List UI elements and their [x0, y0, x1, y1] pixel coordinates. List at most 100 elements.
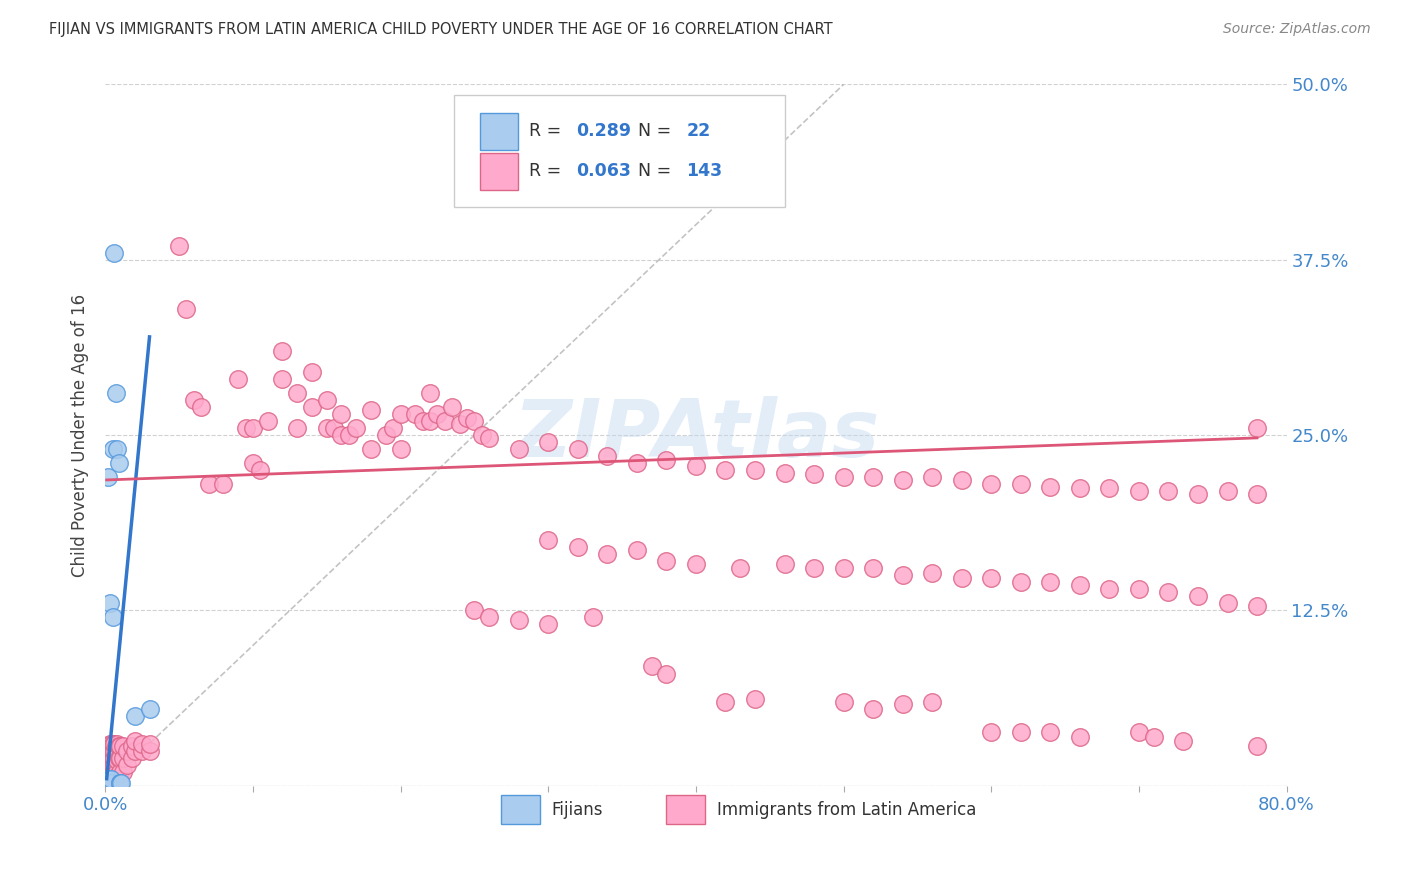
Point — [97, 772, 120, 786]
Point — [96, 772, 118, 786]
Point — [426, 407, 449, 421]
Point — [105, 754, 128, 768]
Point — [98, 596, 121, 610]
Point — [862, 561, 884, 575]
Text: 143: 143 — [686, 162, 723, 180]
Text: Fijians: Fijians — [551, 800, 603, 819]
Point — [596, 449, 619, 463]
Point — [183, 392, 205, 407]
Point — [404, 407, 426, 421]
Point — [921, 566, 943, 580]
Point — [101, 764, 124, 779]
Point — [97, 776, 120, 790]
Point — [111, 764, 134, 779]
Point — [100, 757, 122, 772]
Point — [131, 737, 153, 751]
Point — [441, 400, 464, 414]
Point — [1069, 481, 1091, 495]
Point — [803, 467, 825, 482]
Point — [97, 764, 120, 779]
Point — [980, 725, 1002, 739]
Point — [360, 402, 382, 417]
Point — [103, 772, 125, 786]
Point — [97, 744, 120, 758]
Point — [980, 571, 1002, 585]
Point — [315, 421, 337, 435]
Point — [124, 734, 146, 748]
Point — [921, 470, 943, 484]
Point — [108, 739, 131, 754]
Point — [242, 421, 264, 435]
Point — [1157, 484, 1180, 499]
Point — [891, 698, 914, 712]
Point — [950, 571, 973, 585]
Point — [714, 463, 737, 477]
Point — [640, 659, 662, 673]
Point — [101, 757, 124, 772]
Point — [1010, 575, 1032, 590]
Point — [101, 737, 124, 751]
Point — [100, 744, 122, 758]
Point — [97, 470, 120, 484]
Point — [103, 744, 125, 758]
Point — [1039, 480, 1062, 494]
Point — [471, 428, 494, 442]
Point — [1069, 730, 1091, 744]
Text: 0.289: 0.289 — [576, 122, 631, 140]
Point — [107, 456, 129, 470]
Point — [374, 428, 396, 442]
Point — [323, 421, 346, 435]
Point — [98, 750, 121, 764]
Point — [301, 400, 323, 414]
Point — [1039, 725, 1062, 739]
Point — [433, 414, 456, 428]
Point — [508, 613, 530, 627]
Point — [1173, 734, 1195, 748]
Point — [138, 737, 160, 751]
Point — [104, 739, 127, 754]
Text: R =: R = — [529, 162, 567, 180]
Point — [412, 414, 434, 428]
Text: N =: N = — [638, 122, 676, 140]
Point — [714, 694, 737, 708]
Point — [655, 666, 678, 681]
Point — [107, 767, 129, 781]
Point — [360, 442, 382, 456]
Point — [197, 477, 219, 491]
Point — [1039, 575, 1062, 590]
Point — [728, 561, 751, 575]
Point — [101, 772, 124, 786]
Text: N =: N = — [638, 162, 676, 180]
Point — [330, 407, 353, 421]
Text: Source: ZipAtlas.com: Source: ZipAtlas.com — [1223, 22, 1371, 37]
Point — [537, 533, 560, 548]
Point — [97, 757, 120, 772]
Point — [685, 557, 707, 571]
Point — [107, 739, 129, 754]
Point — [1187, 590, 1209, 604]
Point — [98, 737, 121, 751]
FancyBboxPatch shape — [479, 153, 517, 190]
Point — [96, 776, 118, 790]
Point — [301, 365, 323, 379]
FancyBboxPatch shape — [479, 113, 517, 150]
Point — [382, 421, 405, 435]
FancyBboxPatch shape — [454, 95, 785, 207]
Point — [176, 301, 198, 316]
Point — [98, 772, 121, 786]
Point — [832, 561, 855, 575]
Point — [337, 428, 360, 442]
Point — [111, 739, 134, 754]
Point — [96, 773, 118, 788]
Point — [101, 610, 124, 624]
Text: R =: R = — [529, 122, 567, 140]
Point — [167, 238, 190, 252]
Point — [285, 386, 308, 401]
Point — [832, 694, 855, 708]
Point — [103, 750, 125, 764]
Point — [1246, 487, 1268, 501]
Point — [100, 772, 122, 786]
Point — [242, 456, 264, 470]
Point — [138, 744, 160, 758]
Point — [891, 473, 914, 487]
